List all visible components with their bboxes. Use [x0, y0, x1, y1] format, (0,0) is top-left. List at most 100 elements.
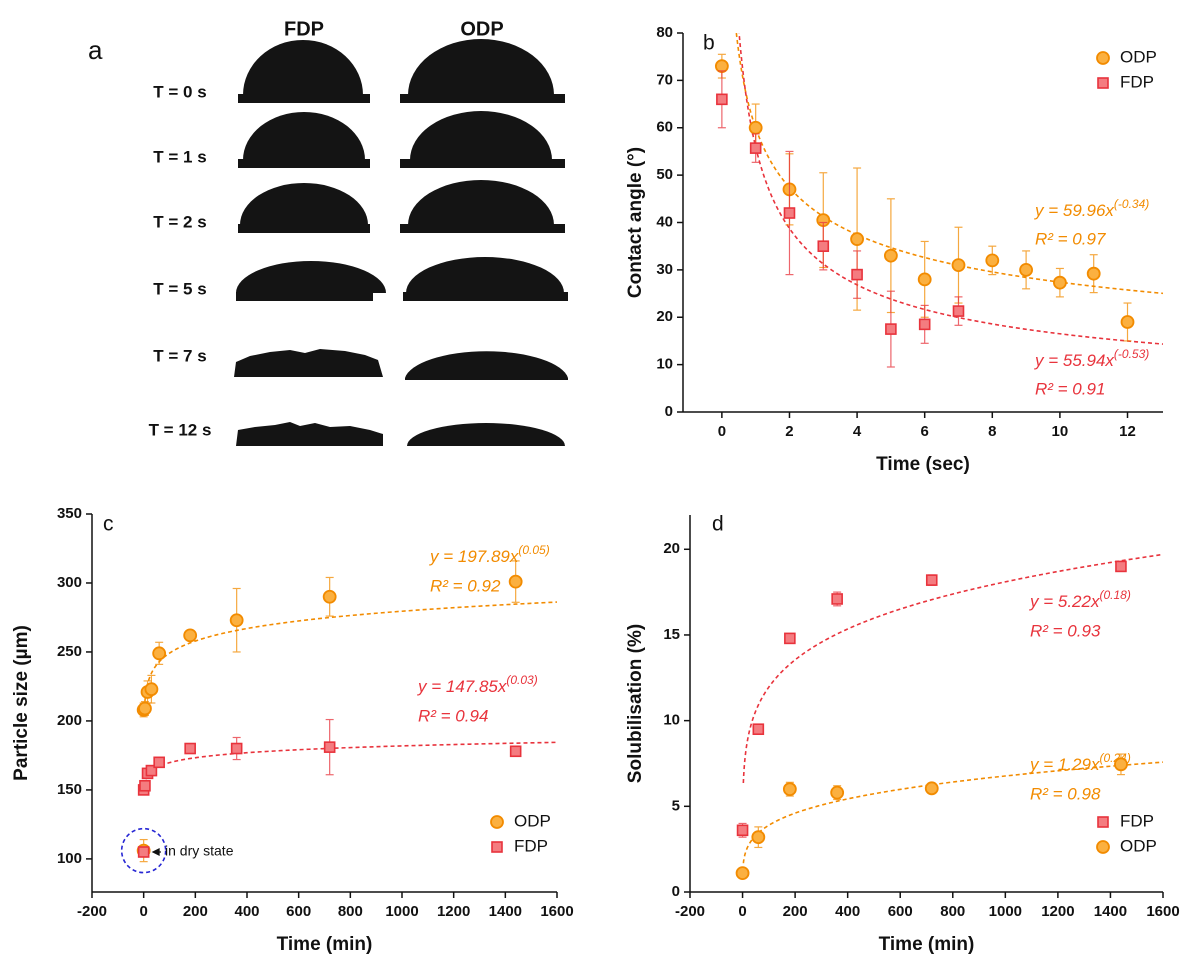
marker	[1019, 262, 1033, 277]
droplet	[406, 257, 564, 293]
substrate	[236, 292, 373, 301]
marker	[230, 742, 243, 755]
fit-curve	[143, 741, 557, 787]
marker	[851, 268, 863, 281]
row-label: T = 12 s	[149, 420, 212, 439]
marker	[322, 589, 337, 604]
droplet	[410, 111, 552, 160]
legend-label: ODP	[1120, 47, 1157, 66]
y-tick-label: 20	[656, 308, 673, 325]
panel-letter: a	[88, 35, 103, 65]
x-tick-label: 1600	[540, 903, 573, 920]
marker	[152, 646, 167, 661]
x-tick-label: 600	[286, 903, 311, 920]
marker	[985, 253, 1000, 268]
marker	[783, 207, 796, 219]
x-tick-label: 8	[988, 423, 996, 440]
y-tick-label: 15	[663, 626, 680, 643]
y-tick-label: 5	[672, 797, 680, 814]
x-tick-label: 600	[888, 903, 913, 920]
marker	[736, 824, 749, 837]
y-tick-label: 200	[57, 712, 82, 729]
droplet	[408, 39, 554, 95]
legend-marker	[1096, 840, 1110, 854]
droplet	[407, 423, 565, 446]
y-tick-label: 70	[656, 71, 673, 88]
droplet	[234, 349, 383, 377]
marker	[917, 272, 932, 287]
marker	[748, 120, 763, 135]
y-tick-label: 250	[57, 643, 82, 660]
x-axis-label: Time (min)	[879, 934, 975, 955]
x-tick-label: -200	[675, 903, 705, 920]
y-tick-label: 0	[665, 403, 673, 420]
fit-r2: R² = 0.94	[418, 706, 488, 725]
marker	[749, 142, 762, 154]
substrate	[238, 94, 370, 103]
marker	[139, 779, 151, 792]
marker	[850, 232, 864, 246]
x-tick-label: 200	[183, 903, 208, 920]
substrate	[238, 224, 370, 233]
chart: 0 10 20 30 40 50 60 70 80 0 2 4 6 8 10 12 Contact angle …	[625, 24, 1163, 475]
legend-label: ODP	[1120, 836, 1157, 855]
fit-equation: y = 197.89x(0.05)	[429, 543, 550, 566]
fit-equation-main: y = 5.22x	[1029, 592, 1100, 611]
marker	[951, 258, 966, 273]
marker	[508, 574, 523, 589]
column-header: FDP	[284, 18, 324, 40]
legend-marker	[1097, 816, 1109, 828]
x-tick-label: 1000	[385, 903, 418, 920]
marker	[735, 866, 750, 881]
x-tick-label: 10	[1052, 423, 1069, 440]
panel-letter: b	[703, 32, 715, 55]
marker	[883, 248, 898, 263]
fit-r2: R² = 0.98	[1030, 784, 1101, 803]
dry-state-highlight	[120, 827, 167, 874]
droplet	[408, 180, 554, 225]
y-tick-label: 30	[656, 261, 673, 278]
chart: 0 5 10 15 20 -200 0 200 400 600 800 1000 1200 1400 160…	[625, 513, 1180, 955]
row-label: T = 1 s	[153, 147, 206, 166]
marker	[137, 846, 150, 858]
substrate	[400, 94, 565, 103]
marker	[716, 93, 728, 106]
x-tick-label: 1600	[1146, 903, 1179, 920]
droplet	[243, 112, 365, 160]
y-tick-label: 300	[57, 574, 82, 591]
fit-exponent: (0.18)	[1099, 588, 1130, 602]
y-tick-label: 0	[672, 883, 680, 900]
x-tick-label: 1400	[1094, 903, 1127, 920]
row-label: T = 2 s	[153, 212, 206, 231]
fit-curve	[735, 33, 1163, 295]
fit-exponent: (-0.53)	[1114, 347, 1149, 361]
marker	[184, 742, 196, 755]
y-tick-label: 350	[57, 505, 82, 522]
y-axis-label: Contact angle (°)	[625, 147, 646, 298]
fit-exponent: (0.03)	[506, 673, 537, 687]
x-tick-label: 800	[940, 903, 965, 920]
droplet	[236, 422, 383, 446]
x-tick-label: 400	[234, 903, 259, 920]
fit-equation-main: y = 147.85x	[417, 677, 507, 696]
fit-equation-main: y = 55.94x	[1034, 351, 1114, 370]
x-tick-label: -200	[77, 903, 107, 920]
x-tick-label: 4	[853, 423, 862, 440]
marker	[925, 574, 938, 586]
y-tick-label: 80	[656, 24, 673, 41]
legend-label: FDP	[514, 836, 548, 855]
marker	[784, 632, 796, 645]
fit-r2: R² = 0.91	[1035, 379, 1105, 398]
x-tick-label: 1200	[1041, 903, 1074, 920]
marker	[752, 723, 765, 736]
y-tick-label: 20	[663, 540, 680, 557]
legend-marker	[1097, 77, 1109, 89]
marker	[1120, 315, 1135, 329]
fit-equation-main: y = 1.29x	[1029, 755, 1100, 774]
marker	[830, 785, 845, 800]
fit-exponent: (-0.34)	[1114, 197, 1149, 211]
fit-equation: y = 59.96x(-0.34)	[1034, 197, 1149, 220]
droplet-images	[234, 39, 568, 446]
